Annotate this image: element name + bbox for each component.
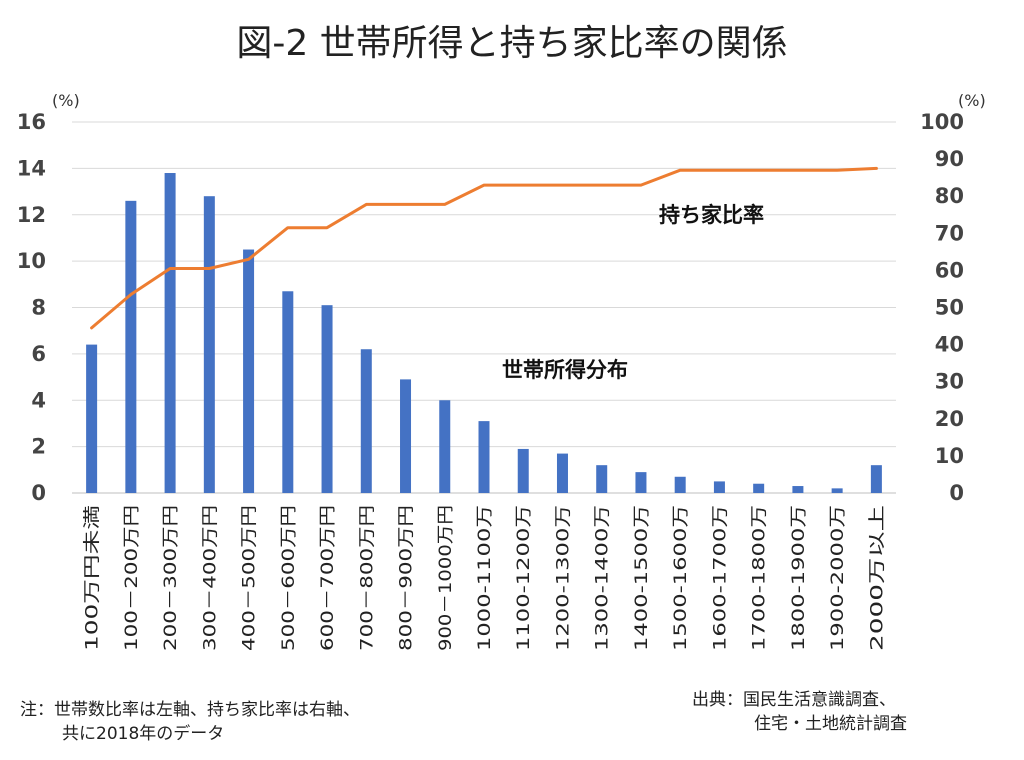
right-axis-unit: (%) xyxy=(958,91,986,110)
bar-1 xyxy=(86,344,98,493)
x-tick-label: 500－600万円 xyxy=(279,505,299,651)
source-line-1: 出典：国民生活意識調査、 xyxy=(692,690,896,710)
bar-2 xyxy=(125,200,137,493)
left-tick-label: 12 xyxy=(17,203,46,227)
right-tick-label: 10 xyxy=(935,444,964,468)
right-tick-label: 20 xyxy=(935,407,964,431)
source-note: 出典：国民生活意識調査、 住宅・土地統計調査 xyxy=(692,688,907,736)
bar-3 xyxy=(164,173,176,493)
left-tick-label: 4 xyxy=(31,388,46,412)
left-tick-label: 2 xyxy=(31,435,46,459)
right-tick-label: 60 xyxy=(935,258,964,282)
bar-21 xyxy=(870,465,882,493)
bar-20 xyxy=(831,488,843,493)
x-tick-label: 1300-1400万 xyxy=(593,505,613,651)
x-tick-label: 1500-1600万 xyxy=(671,505,691,651)
right-tick-label: 30 xyxy=(935,370,964,394)
right-tick-label: 50 xyxy=(935,296,964,320)
line-series-label: 持ち家比率 xyxy=(659,203,764,227)
footnote-line-1: 注：世帯数比率は左軸、持ち家比率は右軸、 xyxy=(20,700,360,720)
footnote-line-2: 共に2018年のデータ xyxy=(62,724,225,744)
x-tick-label: 100万円未満 xyxy=(83,505,103,651)
bar-series-label: 世帯所得分布 xyxy=(502,358,628,382)
right-tick-label: 80 xyxy=(935,184,964,208)
right-tick-label: 90 xyxy=(935,147,964,171)
bar-11 xyxy=(478,421,490,493)
x-tick-label: 2000万以上 xyxy=(867,505,887,651)
bar-14 xyxy=(596,465,608,493)
bar-6 xyxy=(282,291,294,493)
x-tick-label: 400－500万円 xyxy=(240,505,260,651)
left-tick-label: 0 xyxy=(31,481,46,505)
x-tick-label: 1000-1100万 xyxy=(475,505,495,651)
left-tick-label: 6 xyxy=(31,342,46,366)
bar-9 xyxy=(400,379,412,493)
chart-title: 図-2 世帯所得と持ち家比率の関係 xyxy=(236,23,788,64)
bar-7 xyxy=(321,305,333,493)
left-tick-label: 8 xyxy=(31,296,46,320)
footnote: 注：世帯数比率は左軸、持ち家比率は右軸、 共に2018年のデータ xyxy=(20,698,360,746)
x-tick-label: 1400-1500万 xyxy=(632,505,652,651)
left-tick-label: 14 xyxy=(17,156,46,180)
bar-13 xyxy=(556,453,568,493)
bar-8 xyxy=(360,349,372,493)
x-tick-label: 100－200万円 xyxy=(122,505,142,651)
source-line-2: 住宅・土地統計調査 xyxy=(754,714,907,734)
bar-19 xyxy=(792,486,804,493)
bar-15 xyxy=(635,472,647,493)
x-tick-label: 700－800万円 xyxy=(357,505,377,651)
left-tick-label: 16 xyxy=(17,110,46,134)
bar-17 xyxy=(713,481,725,493)
line-持ち家比率 xyxy=(90,166,878,330)
right-tick-label: 40 xyxy=(935,333,964,357)
x-axis: 100万円未満 100－200万円 200－300万円 300－400万円 400－50… xyxy=(83,505,888,651)
left-axis-unit: (%) xyxy=(52,91,80,110)
bar-4 xyxy=(203,196,215,493)
x-tick-label: 1200-1300万 xyxy=(553,505,573,651)
right-tick-label: 0 xyxy=(949,481,964,505)
right-tick-label: 100 xyxy=(920,110,964,134)
x-tick-label: 1700-1800万 xyxy=(750,505,770,651)
x-tick-label: 600－700万円 xyxy=(318,505,338,651)
bar-16 xyxy=(674,476,686,493)
x-tick-label: 1800-1900万 xyxy=(789,505,809,651)
left-axis: 0 2 4 6 8 10 12 14 16 (%) xyxy=(17,91,80,505)
x-tick-label: 300－400万円 xyxy=(200,505,220,651)
x-tick-label: 200－300万円 xyxy=(161,505,181,651)
x-tick-label: 1600-1700万 xyxy=(710,505,730,651)
bar-10 xyxy=(439,400,451,493)
x-tick-label: 900－1000万円 xyxy=(436,505,456,651)
right-axis: 0 10 20 30 40 50 60 70 80 90 100(%) xyxy=(920,91,986,505)
line-series xyxy=(90,166,878,330)
x-tick-label: 1900-2000万 xyxy=(828,505,848,651)
right-tick-label: 70 xyxy=(935,221,964,245)
x-tick-label: 1100-1200万 xyxy=(514,505,534,651)
left-tick-label: 10 xyxy=(17,249,46,273)
bar-series xyxy=(86,173,882,493)
bar-5 xyxy=(243,249,255,493)
bar-12 xyxy=(517,448,529,493)
x-tick-label: 800－900万円 xyxy=(397,505,417,651)
bar-18 xyxy=(753,483,765,493)
